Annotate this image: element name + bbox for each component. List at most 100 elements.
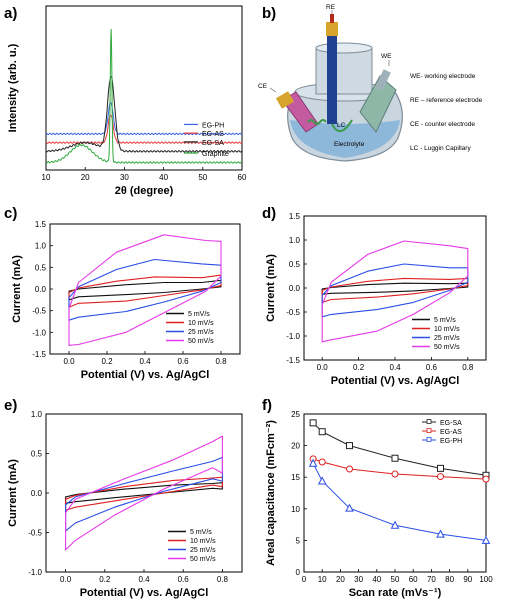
legend-entry: 5 mV/s [434,317,456,324]
x-tick-label: 0.2 [99,575,111,584]
x-tick-label: 20 [336,575,345,584]
x-tick-label: 10 [42,173,51,182]
legend-entry: 25 mV/s [188,329,214,336]
x-tick-label: 50 [198,173,207,182]
x-tick-label: 40 [372,575,381,584]
chart-f: 0 10 20 30 40 50 60 70 80 90 100 0 5 10 15 20 25 Scan rat… [265,410,493,599]
x-tick-label: 0 [302,575,307,584]
y-tick-label: 1.0 [289,236,301,245]
cv-loop-3 [321,240,469,343]
y-tick-label: 1.5 [289,212,301,221]
legend-entry: 5 mV/s [190,529,212,536]
re-label: RE [326,4,336,11]
x-tick-label: 20 [81,173,90,182]
x-tick-label: 70 [427,575,436,584]
charts-layer: 10 20 30 40 50 60 2θ (degree) Intensity (arb. u… [7,5,493,599]
x-tick-label: 100 [479,575,493,584]
data-point [391,454,399,462]
y-tick-label: 1.0 [31,410,43,419]
x-tick-label: 30 [354,575,363,584]
panel-label-c: c) [4,205,17,222]
working-electrode-arm [359,75,397,133]
y-tick-label: 0.0 [35,285,47,294]
electrolyte-liquid [290,120,400,158]
x-tick-label: 0.6 [177,357,189,366]
cv-loop-1 [68,274,222,308]
y-tick-label: -1.5 [286,356,300,365]
cv-loop-3 [68,234,222,346]
legend-marker [426,428,432,433]
x-tick-label: 0.0 [317,363,329,372]
data-point [391,470,399,478]
we-label: WE [381,53,392,60]
legend-entry: Graphite [202,151,229,158]
legend-entry: 10 mV/s [188,320,214,327]
x-tick-label: 0.2 [353,363,365,372]
legend-entry: 50 mV/s [190,556,216,563]
x-axis-label: Scan rate (mVs⁻¹) [349,587,442,599]
schematic-legend-re: RE – reference electrode [410,97,483,104]
cv-loop-3 [65,435,223,551]
y-axis-label: Current (mA) [7,459,19,527]
y-tick-label: 1.5 [35,220,47,229]
x-tick-label: 90 [463,575,472,584]
three-electrode-cell-schematic: RE WE CE LC Electrolyte WE- working elec… [258,4,483,162]
legend-entry: EG-SA [440,420,462,427]
x-tick-label: 0.4 [138,575,150,584]
data-point [318,428,326,436]
legend-entry: EG-PH [440,438,462,445]
cv-loop-1 [321,277,469,303]
legend-entry: 10 mV/s [434,326,460,333]
panel-label-e: e) [4,397,17,414]
y-tick-label: -0.5 [32,307,46,316]
x-tick-label: 0.2 [101,357,113,366]
y-tick-label: -1.0 [28,568,42,577]
x-tick-label: 0.8 [215,357,227,366]
counter-electrode-coil [307,119,327,125]
luggin-capillary [331,119,353,132]
flask-neck-top [315,42,373,54]
y-tick-label: -0.5 [286,308,300,317]
y-tick-label: 1.0 [35,242,47,251]
x-tick-label: 60 [238,173,247,182]
working-electrode-plate [375,69,391,91]
y-tick-label: 0.5 [31,450,43,459]
y-tick-label: -1.0 [32,328,46,337]
reference-electrode-cap [326,22,338,36]
schematic-legend-we: WE- working electrode [410,73,476,80]
data-point [345,503,354,512]
legend-marker [426,437,432,442]
panel-label-a: a) [4,5,17,22]
x-tick-label: 0.8 [217,575,229,584]
y-axis-label: Areal capacitance (mFcm⁻²) [265,420,277,566]
x-axis-label: 2θ (degree) [115,185,174,197]
series-graphite-line [45,28,243,164]
schematic-legend-ce: CE - counter electrode [410,121,475,128]
y-tick-label: 0.0 [289,284,301,293]
legend-entry: EG-AS [202,131,224,138]
x-tick-label: 0.4 [139,357,151,366]
panel-label-d: d) [262,205,276,222]
legend-entry: 50 mV/s [434,344,460,351]
y-tick-label: 25 [291,410,300,419]
chart-e: 0.0 0.2 0.4 0.6 0.8 -1.0 -0.5 0.0 0.5 1.0 Potentia… [7,410,243,599]
series-eg-sa-line [45,76,243,153]
x-axis-label: Potential (V) vs. Ag/AgCl [80,587,209,599]
counter-electrode-cap [275,91,295,109]
cv-loop-2 [65,456,223,532]
data-point [482,475,490,483]
data-point [437,473,444,481]
x-tick-label: 10 [318,575,327,584]
lc-label: LC [337,122,346,129]
x-tick-label: 0.0 [60,575,72,584]
series-eg-as-line [312,458,487,480]
x-axis-label: Potential (V) vs. Ag/AgCl [81,369,210,381]
x-tick-label: 0.6 [178,575,190,584]
y-axis-label: Intensity (arb. u.) [7,43,19,132]
legend-marker [426,419,432,424]
chart-a: 10 20 30 40 50 60 2θ (degree) Intensity (arb. u… [7,5,247,197]
x-axis-label: Potential (V) vs. Ag/AgCl [331,375,460,387]
data-point [317,476,327,485]
data-point [436,529,445,538]
